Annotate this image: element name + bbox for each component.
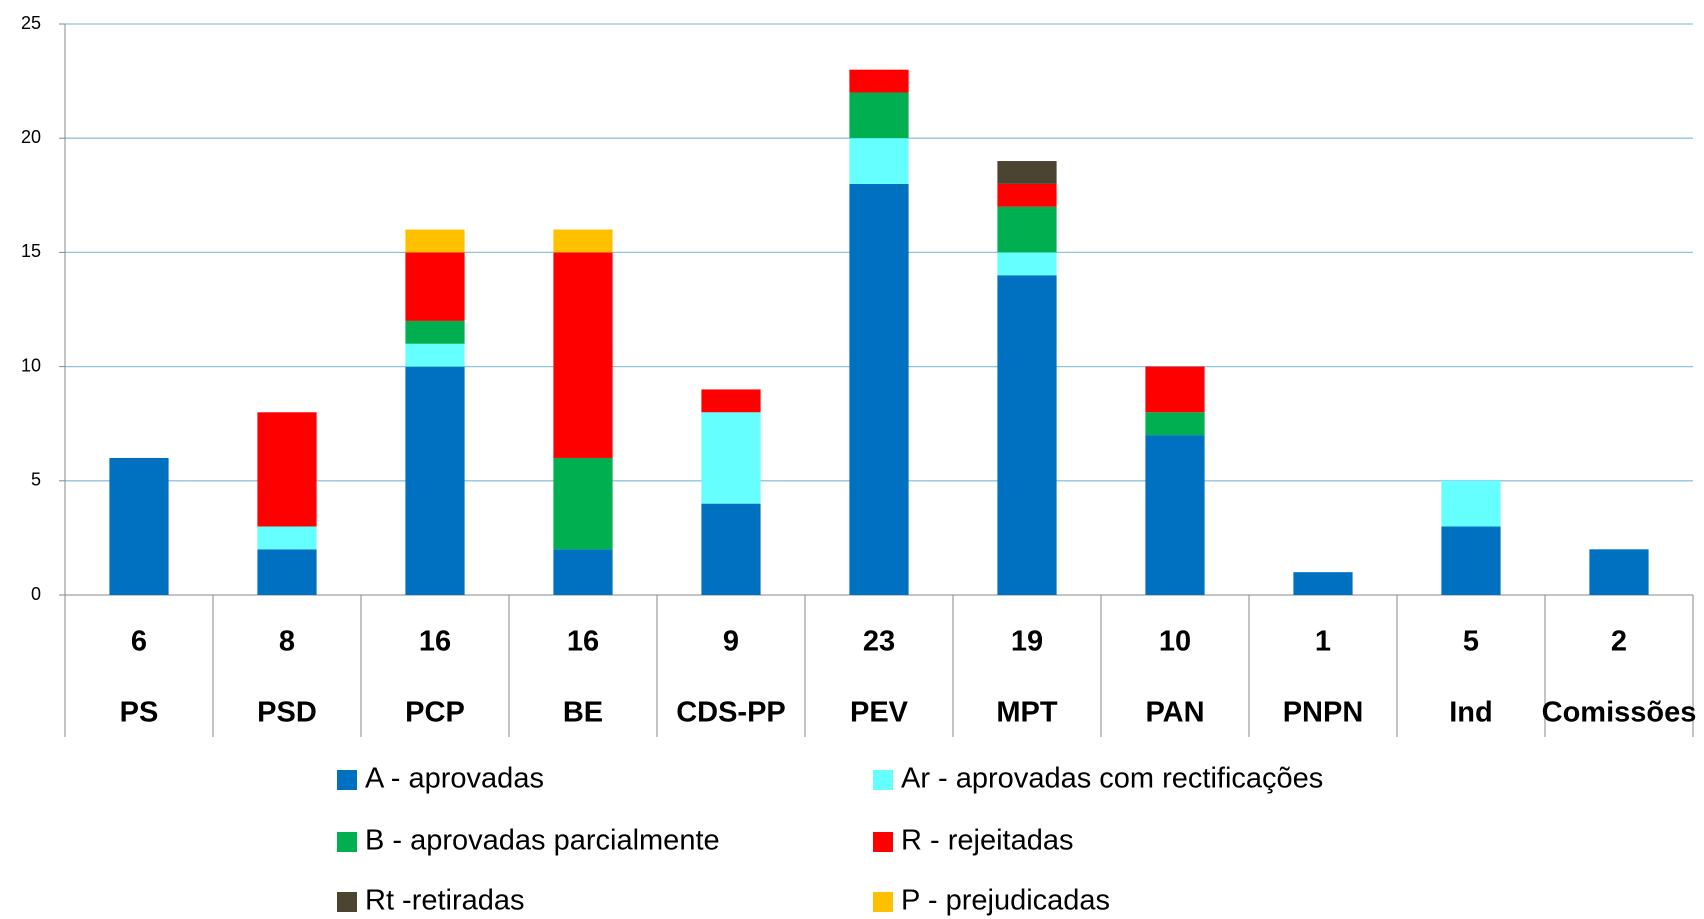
category-total: 9 [723,626,739,658]
bar-segment [997,275,1057,595]
bar-segment [553,457,613,550]
category-total: 19 [1011,626,1043,658]
x-tick-label: PCP [405,697,465,729]
legend-swatch [873,892,893,912]
bar-segment [1293,572,1353,595]
category-total: 23 [863,626,895,658]
bar-segment [553,229,613,253]
bar-segment [405,229,465,253]
category-total: 16 [567,626,599,658]
legend-label: R - rejeitadas [901,825,1073,857]
bar-segment [1145,366,1205,413]
category-total: 16 [419,626,451,658]
x-tick-label: PAN [1145,697,1204,729]
bar-segment [1441,526,1501,595]
x-tick-label: BE [563,697,603,729]
bar-segment [849,69,909,93]
x-tick-label: PS [120,697,159,729]
bar-segment [1589,549,1649,595]
category-total: 1 [1315,626,1331,658]
bar-segment [405,343,465,367]
legend-label: Rt -retiradas [365,885,525,917]
bar-segment [553,252,613,458]
legend-label: A - aprovadas [365,763,544,795]
x-tick-label: MPT [996,697,1058,729]
legend-swatch [337,892,357,912]
x-tick-label: PSD [257,697,317,729]
bar-segment [849,183,909,595]
bar-segment [109,457,169,595]
bar-segment [997,183,1057,207]
y-tick-label: 20 [21,127,41,147]
legend-label: P - prejudicadas [901,885,1110,917]
x-tick-label: CDS-PP [676,697,786,729]
bar-segment [849,92,909,139]
bar-segment [405,320,465,344]
bar-segment [405,366,465,595]
y-tick-label: 25 [21,13,41,33]
bar-segment [997,206,1057,253]
bar-segment [849,138,909,184]
y-tick-label: 0 [31,584,41,604]
bar-segment [701,503,761,595]
bar-segment [701,389,761,413]
bar-segment [553,549,613,595]
bar-segment [257,412,317,527]
bar-segment [701,412,761,504]
legend-swatch [873,832,893,852]
bar-segment [405,252,465,321]
category-total: 10 [1159,626,1191,658]
bar-segment [997,252,1057,276]
bar-segment [257,549,317,595]
bar-segment [257,526,317,550]
legend-swatch [873,770,893,790]
legend-label: B - aprovadas parcialmente [365,825,720,857]
bar-segment [1441,480,1501,527]
x-tick-label: PNPN [1283,697,1364,729]
legend-swatch [337,832,357,852]
category-total: 8 [279,626,295,658]
legend-swatch [337,770,357,790]
category-total: 2 [1611,626,1627,658]
y-tick-label: 15 [21,241,41,261]
y-tick-label: 5 [31,470,41,490]
x-tick-label: Comissões [1542,697,1697,729]
y-tick-label: 10 [21,355,41,375]
bar-segment [1145,412,1205,436]
bar-segment [997,161,1057,184]
category-total: 6 [131,626,147,658]
legend-label: Ar - aprovadas com rectificações [901,763,1323,795]
bar-segment [1145,435,1205,595]
category-total: 5 [1463,626,1479,658]
x-tick-label: PEV [850,697,909,729]
x-tick-label: Ind [1449,697,1493,729]
